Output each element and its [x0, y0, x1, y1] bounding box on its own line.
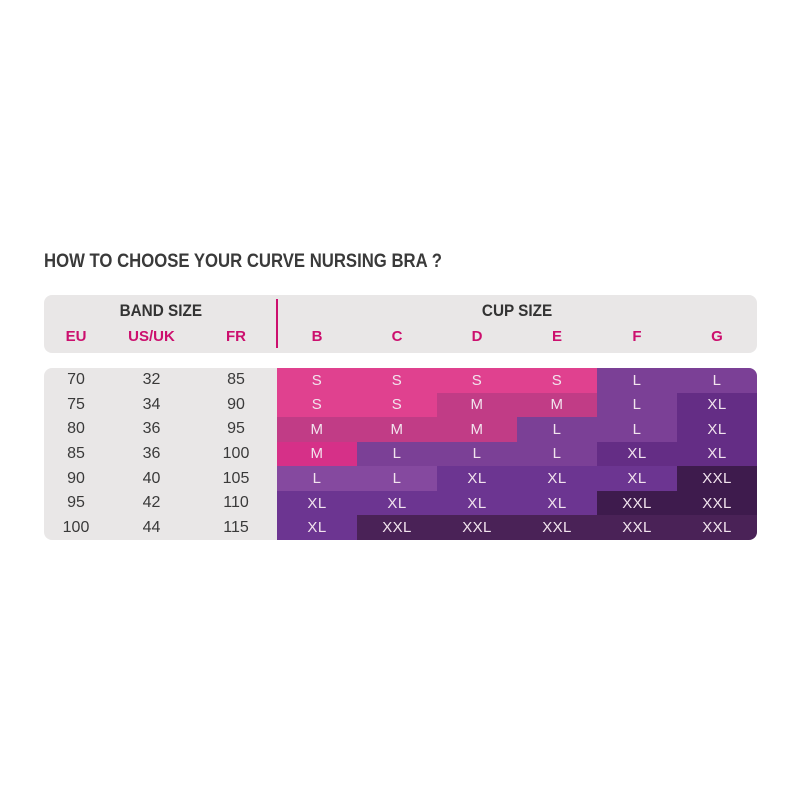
cup-size-cell: L	[677, 368, 757, 393]
band-size-value: 100	[62, 518, 90, 536]
band-size-value: 36	[142, 420, 161, 438]
cup-size-cell: XL	[677, 417, 757, 442]
band-size-value: 44	[142, 518, 161, 536]
page-title: HOW TO CHOOSE YOUR CURVE NURSING BRA ?	[44, 251, 496, 273]
cup-size-cell: XL	[597, 466, 677, 491]
band-size-value: 80	[67, 420, 85, 438]
cup-size-cell: XL	[597, 441, 677, 467]
band-size-value: 100	[222, 444, 250, 462]
cup-size-cell: XL	[357, 490, 437, 516]
band-size-header: BAND SIZE	[119, 301, 202, 320]
cup-column-header: B	[311, 327, 323, 345]
band-column-header: EU	[65, 327, 87, 345]
band-size-value: 90	[67, 469, 85, 487]
cup-size-cell: M	[277, 441, 357, 467]
cup-size-cell: S	[277, 392, 357, 418]
band-size-value: 70	[67, 371, 85, 389]
cup-size-cell: XXL	[597, 490, 677, 516]
cup-size-cell: XXL	[437, 515, 517, 540]
band-size-value: 42	[142, 494, 161, 512]
cup-size-cell: M	[277, 417, 357, 442]
cup-size-grid: S S S S L L S S M M L XL M M M L L XL M L L L XL XL L L XL XL XL XXL X…	[277, 368, 757, 540]
header-divider-line	[276, 299, 278, 348]
band-size-value: 105	[222, 469, 250, 487]
cup-column-header: C	[391, 327, 403, 345]
cup-size-cell: S	[277, 368, 357, 393]
band-size-value: 90	[227, 395, 245, 413]
band-size-value: 34	[142, 395, 161, 413]
cup-column-header: E	[551, 327, 562, 345]
cup-size-cell: L	[597, 417, 677, 442]
band-size-value: 110	[223, 494, 249, 512]
cup-size-cell: XL	[517, 466, 597, 491]
cup-size-cell: S	[517, 368, 597, 393]
band-size-value: 95	[67, 494, 85, 512]
cup-size-cell: XL	[437, 490, 517, 516]
cup-size-cell: XL	[677, 441, 757, 467]
cup-size-cell: L	[357, 466, 437, 491]
cup-size-cell: XL	[277, 515, 357, 540]
cup-size-cell: L	[517, 417, 597, 442]
cup-size-cell: L	[597, 392, 677, 418]
cup-column-header: D	[471, 327, 483, 345]
band-size-value: 95	[227, 420, 245, 438]
size-chart-header: BAND SIZE CUP SIZE EU US/UK FR B C D E F G	[44, 295, 757, 353]
size-chart-body: 70 32 85 75 34 90 80 36 95 85 36 100 90 40 105 95 42 110 1…	[44, 368, 757, 540]
cup-size-cell: S	[357, 392, 437, 418]
cup-size-cell: L	[437, 441, 517, 467]
cup-size-cell: XXL	[677, 515, 757, 540]
cup-size-cell: XL	[277, 490, 357, 516]
cup-size-cell: L	[517, 441, 597, 467]
cup-size-cell: S	[437, 368, 517, 393]
cup-column-headers: B C D E F G	[277, 324, 757, 348]
band-size-value: 85	[227, 371, 245, 389]
cup-size-cell: XXL	[597, 515, 677, 540]
cup-size-cell: S	[357, 368, 437, 393]
band-size-value: 32	[142, 371, 161, 389]
band-column-headers: EU US/UK FR	[44, 324, 277, 348]
page-title-text: HOW TO CHOOSE YOUR CURVE NURSING BRA ?	[44, 251, 442, 272]
cup-size-cell: XXL	[677, 490, 757, 516]
band-size-value: 115	[223, 518, 249, 536]
cup-size-header: CUP SIZE	[481, 301, 553, 320]
band-size-value: 36	[142, 444, 161, 462]
cup-size-cell: M	[517, 392, 597, 418]
cup-size-cell: XL	[517, 490, 597, 516]
cup-size-cell: L	[597, 368, 677, 393]
band-size-value: 85	[67, 444, 85, 462]
band-column-header: FR	[226, 327, 246, 345]
cup-size-cell: M	[437, 417, 517, 442]
cup-size-cell: L	[277, 466, 357, 491]
cup-size-cell: XXL	[517, 515, 597, 540]
cup-size-cell: XXL	[677, 466, 757, 491]
cup-column-header: F	[632, 327, 642, 345]
band-size-value: 40	[142, 469, 161, 487]
band-size-value: 75	[67, 395, 85, 413]
cup-column-header: G	[711, 327, 723, 345]
cup-size-cell: L	[357, 441, 437, 467]
band-size-grid: 70 32 85 75 34 90 80 36 95 85 36 100 90 40 105 95 42 110 1…	[44, 368, 277, 540]
cup-size-cell: XL	[677, 392, 757, 418]
band-column-header: US/UK	[128, 327, 175, 345]
cup-size-cell: M	[437, 392, 517, 418]
cup-size-cell: M	[357, 417, 437, 442]
cup-size-cell: XL	[437, 466, 517, 491]
cup-size-cell: XXL	[357, 515, 437, 540]
